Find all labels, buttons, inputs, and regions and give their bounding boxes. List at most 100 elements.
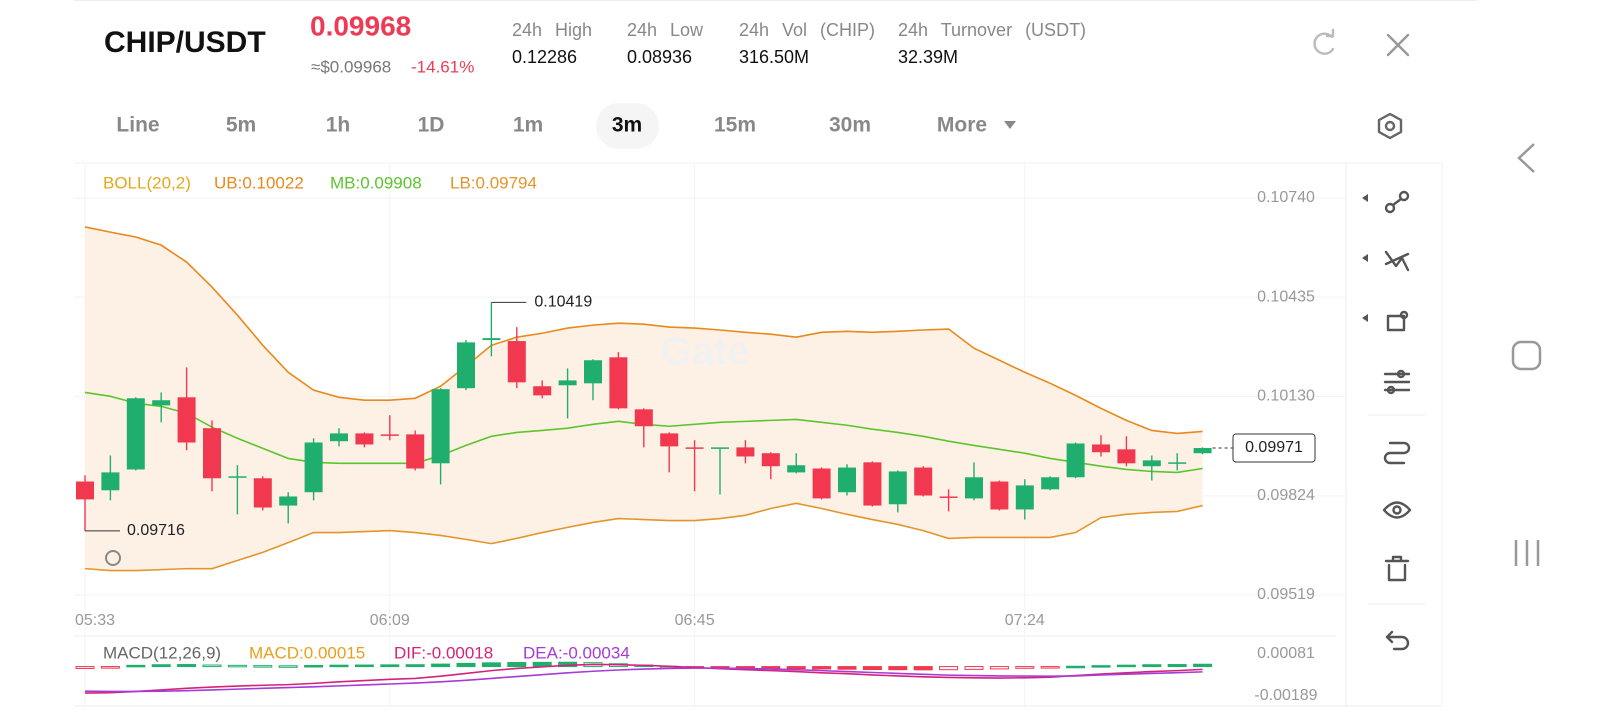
candle-body bbox=[914, 467, 933, 496]
macd-bar bbox=[1142, 664, 1162, 668]
candle-body bbox=[812, 468, 831, 499]
macd-bar bbox=[202, 664, 222, 668]
timeframe-tab[interactable]: 15m bbox=[714, 114, 756, 137]
delete-tool[interactable] bbox=[1384, 555, 1410, 582]
macd-bar bbox=[939, 666, 959, 671]
candle-body bbox=[609, 357, 628, 409]
candle-body bbox=[787, 465, 806, 473]
candle-body bbox=[990, 481, 1009, 510]
macd-bar bbox=[253, 665, 273, 668]
y-tick-label: 0.10740 bbox=[1257, 189, 1315, 206]
candle-body bbox=[76, 481, 94, 500]
candle-body bbox=[152, 400, 171, 406]
active-tab-bg bbox=[596, 103, 659, 149]
timeframe-tabs: Line 5m 1h 1D 1m 3m 15m 30m More bbox=[116, 114, 1016, 137]
stat-label: 24h High bbox=[512, 20, 592, 40]
macd-bar bbox=[862, 666, 882, 671]
x-tick-label: 06:45 bbox=[675, 612, 715, 629]
stat-value: 0.08936 bbox=[627, 47, 692, 67]
candle-body bbox=[380, 434, 399, 436]
candle-body bbox=[101, 472, 120, 491]
close-button[interactable] bbox=[1386, 33, 1410, 57]
timeframe-tab[interactable]: 1m bbox=[513, 114, 543, 137]
macd-bar bbox=[1015, 666, 1035, 669]
legend-entry: MB:0.09908 bbox=[330, 173, 422, 192]
macd-bar bbox=[1116, 664, 1136, 668]
x-tick-label: 06:09 bbox=[370, 612, 410, 629]
y-tick-label: 0.00081 bbox=[1257, 645, 1315, 662]
price-tag bbox=[1232, 433, 1316, 463]
macd-bar bbox=[304, 664, 324, 668]
macd-line bbox=[84, 663, 1203, 694]
candle-body bbox=[1168, 462, 1187, 464]
candle-body bbox=[533, 386, 552, 396]
timeframe-tab[interactable]: More bbox=[937, 114, 987, 137]
nav-home[interactable] bbox=[1511, 340, 1542, 371]
macd-bar bbox=[405, 664, 425, 668]
timeframe-tab[interactable]: 3m bbox=[612, 114, 642, 137]
price-tag-label: 0.09971 bbox=[1245, 439, 1303, 456]
indicator-title: BOLL(20,2) bbox=[103, 173, 191, 192]
macd-bar bbox=[837, 666, 857, 670]
trend-tool[interactable] bbox=[1384, 250, 1410, 272]
macd-line bbox=[84, 667, 1203, 693]
candle-body bbox=[126, 398, 145, 470]
candle-body bbox=[203, 428, 221, 479]
stat-value: 316.50M bbox=[739, 47, 809, 67]
timeframe-tab[interactable]: 1h bbox=[326, 114, 351, 137]
candle-body bbox=[888, 471, 907, 505]
history-icon[interactable] bbox=[105, 550, 121, 566]
candle-body bbox=[863, 462, 882, 506]
macd-bar bbox=[354, 664, 374, 668]
candle-body bbox=[304, 442, 323, 493]
candle-body bbox=[1041, 477, 1060, 490]
max-label: 0.10419 bbox=[534, 294, 592, 311]
stat-label: 24h Vol (CHIP) bbox=[739, 20, 875, 40]
candle-body bbox=[406, 434, 425, 469]
timeframe-tab[interactable]: 1D bbox=[418, 114, 445, 137]
legend-entry: DEA:-0.00034 bbox=[523, 643, 630, 662]
macd-bar bbox=[913, 666, 933, 671]
candle-body bbox=[507, 341, 526, 383]
macd-bar bbox=[100, 666, 120, 669]
candle-body bbox=[177, 397, 196, 443]
timeframe-tab[interactable]: Line bbox=[116, 114, 159, 137]
boll-line bbox=[84, 502, 1203, 572]
candle-body bbox=[1142, 460, 1161, 467]
shape-tool[interactable] bbox=[1386, 310, 1409, 332]
candle-body bbox=[457, 342, 475, 389]
candle-body bbox=[838, 467, 856, 493]
macd-bar bbox=[507, 662, 527, 668]
candle-body bbox=[330, 433, 348, 442]
timeframe-tab[interactable]: 30m bbox=[829, 114, 871, 137]
line-tool[interactable] bbox=[1384, 190, 1410, 214]
legend-entry: UB:0.10022 bbox=[214, 173, 304, 192]
boll-line bbox=[84, 226, 1203, 435]
legend-entry: LB:0.09794 bbox=[450, 173, 537, 192]
candle-body bbox=[711, 447, 729, 449]
stat-value: 0.12286 bbox=[512, 47, 577, 67]
macd-bar bbox=[786, 666, 806, 670]
nav-back[interactable] bbox=[1517, 143, 1535, 173]
macd-bar bbox=[481, 662, 501, 668]
y-tick-label: 0.09519 bbox=[1257, 586, 1315, 603]
timeframe-tab[interactable]: 5m bbox=[226, 114, 256, 137]
chart-settings-button[interactable] bbox=[1377, 112, 1403, 140]
settings-tool[interactable] bbox=[1383, 369, 1411, 395]
bollinger-band bbox=[84, 226, 1203, 572]
candle-body bbox=[482, 338, 501, 341]
x-tick-label: 05:33 bbox=[75, 612, 115, 629]
macd-bar bbox=[1193, 663, 1213, 668]
macd-bar bbox=[456, 662, 476, 668]
y-tick-label: 0.10130 bbox=[1257, 388, 1315, 405]
visibility-tool[interactable] bbox=[1382, 501, 1412, 519]
last-price: 0.09968 bbox=[310, 10, 411, 41]
candle-body bbox=[685, 447, 704, 449]
magnet-tool[interactable] bbox=[1383, 441, 1411, 465]
undo-tool[interactable] bbox=[1385, 630, 1410, 651]
usd-price: ≈$0.09968 bbox=[311, 57, 391, 76]
nav-recent[interactable] bbox=[1514, 540, 1540, 566]
refresh-button[interactable] bbox=[1313, 28, 1335, 55]
labels: 0.10740 0.10435 0.10130 0.09824 0.09519 05:33… bbox=[75, 173, 1318, 704]
macd-bar bbox=[380, 664, 400, 668]
